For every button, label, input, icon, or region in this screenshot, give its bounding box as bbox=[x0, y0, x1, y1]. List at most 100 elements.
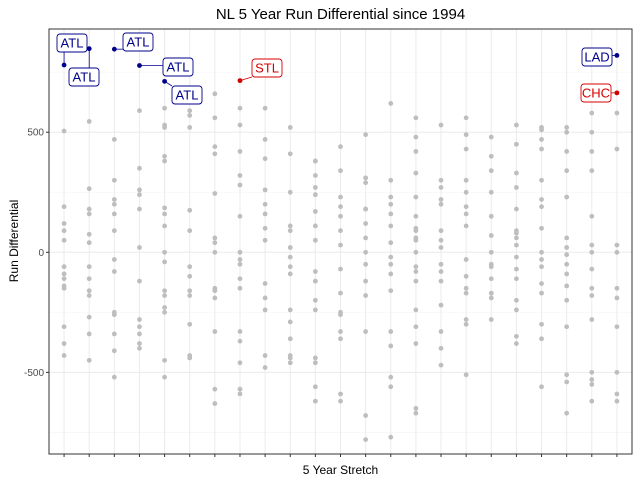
x-axis-title: 5 Year Stretch bbox=[303, 463, 378, 477]
data-point bbox=[564, 129, 570, 135]
data-point bbox=[162, 309, 167, 315]
data-point bbox=[61, 237, 67, 243]
data-point bbox=[86, 211, 92, 217]
data-point bbox=[237, 386, 243, 392]
data-point bbox=[363, 235, 369, 241]
data-point bbox=[463, 204, 469, 210]
data-point bbox=[589, 213, 595, 219]
data-point bbox=[137, 324, 142, 330]
data-point bbox=[564, 372, 570, 378]
data-point bbox=[137, 317, 142, 322]
data-point bbox=[363, 278, 369, 284]
data-point bbox=[262, 187, 268, 193]
data-point bbox=[488, 290, 494, 296]
data-point bbox=[86, 331, 92, 337]
data-point bbox=[137, 341, 142, 346]
scatter-points bbox=[61, 91, 620, 442]
data-point bbox=[111, 257, 117, 262]
highlight-point-stl bbox=[237, 78, 243, 84]
data-point bbox=[338, 329, 343, 334]
data-point bbox=[86, 186, 92, 192]
data-point bbox=[312, 297, 318, 303]
data-point bbox=[61, 276, 67, 282]
data-point bbox=[137, 331, 142, 337]
data-point bbox=[338, 168, 343, 174]
data-point bbox=[162, 125, 167, 130]
data-point bbox=[237, 105, 243, 111]
data-point bbox=[237, 329, 243, 334]
data-point bbox=[162, 249, 167, 255]
data-point bbox=[539, 384, 544, 390]
highlight-point-atl bbox=[61, 62, 67, 68]
data-point bbox=[312, 237, 318, 243]
data-point bbox=[463, 273, 469, 279]
data-point bbox=[363, 293, 369, 298]
data-point bbox=[514, 185, 519, 190]
data-point bbox=[363, 221, 369, 226]
data-point bbox=[237, 360, 243, 366]
data-point bbox=[539, 321, 544, 327]
data-point bbox=[212, 249, 218, 255]
data-point bbox=[589, 242, 595, 248]
data-point bbox=[137, 278, 142, 284]
data-point bbox=[539, 197, 544, 202]
data-point bbox=[287, 125, 293, 130]
data-point bbox=[212, 295, 218, 301]
data-point bbox=[162, 288, 167, 294]
data-point bbox=[162, 374, 167, 380]
data-point bbox=[413, 341, 419, 346]
data-point bbox=[111, 269, 117, 274]
data-point bbox=[388, 271, 394, 277]
data-point bbox=[212, 235, 218, 241]
data-point bbox=[488, 249, 494, 255]
data-point bbox=[388, 194, 394, 200]
data-point bbox=[438, 261, 444, 267]
data-point bbox=[237, 213, 243, 219]
data-point bbox=[187, 273, 193, 279]
data-point bbox=[564, 149, 570, 154]
data-point bbox=[162, 259, 167, 265]
data-point bbox=[212, 386, 218, 392]
data-point bbox=[488, 264, 494, 270]
data-point bbox=[539, 225, 544, 231]
data-point bbox=[111, 374, 117, 380]
data-point bbox=[539, 137, 544, 142]
data-point bbox=[539, 204, 544, 210]
data-point bbox=[413, 213, 419, 219]
data-point bbox=[237, 261, 243, 267]
data-point bbox=[564, 324, 570, 330]
data-point bbox=[614, 324, 620, 330]
data-point bbox=[212, 329, 218, 334]
data-point bbox=[514, 230, 519, 236]
data-point bbox=[137, 345, 142, 351]
data-point bbox=[564, 125, 570, 130]
data-point bbox=[388, 261, 394, 267]
data-point bbox=[438, 228, 444, 234]
data-point bbox=[363, 329, 369, 334]
data-point bbox=[463, 290, 469, 296]
data-point bbox=[287, 245, 293, 250]
data-point bbox=[488, 233, 494, 238]
data-point bbox=[338, 228, 343, 234]
data-point bbox=[463, 177, 469, 183]
data-point bbox=[312, 185, 318, 190]
data-point bbox=[338, 144, 343, 150]
data-point bbox=[137, 192, 142, 198]
data-point bbox=[514, 266, 519, 272]
data-point bbox=[61, 324, 67, 330]
data-point bbox=[237, 285, 243, 291]
highlight-label-atl: ATL bbox=[127, 35, 150, 50]
data-point bbox=[388, 177, 394, 183]
data-point bbox=[388, 329, 394, 334]
data-point bbox=[413, 410, 419, 416]
data-point bbox=[262, 237, 268, 243]
data-point bbox=[262, 105, 268, 111]
data-point bbox=[463, 285, 469, 291]
data-point bbox=[262, 281, 268, 286]
data-point bbox=[438, 122, 444, 128]
data-point bbox=[187, 293, 193, 298]
data-point bbox=[564, 410, 570, 416]
data-point bbox=[488, 134, 494, 140]
data-point bbox=[614, 295, 620, 301]
